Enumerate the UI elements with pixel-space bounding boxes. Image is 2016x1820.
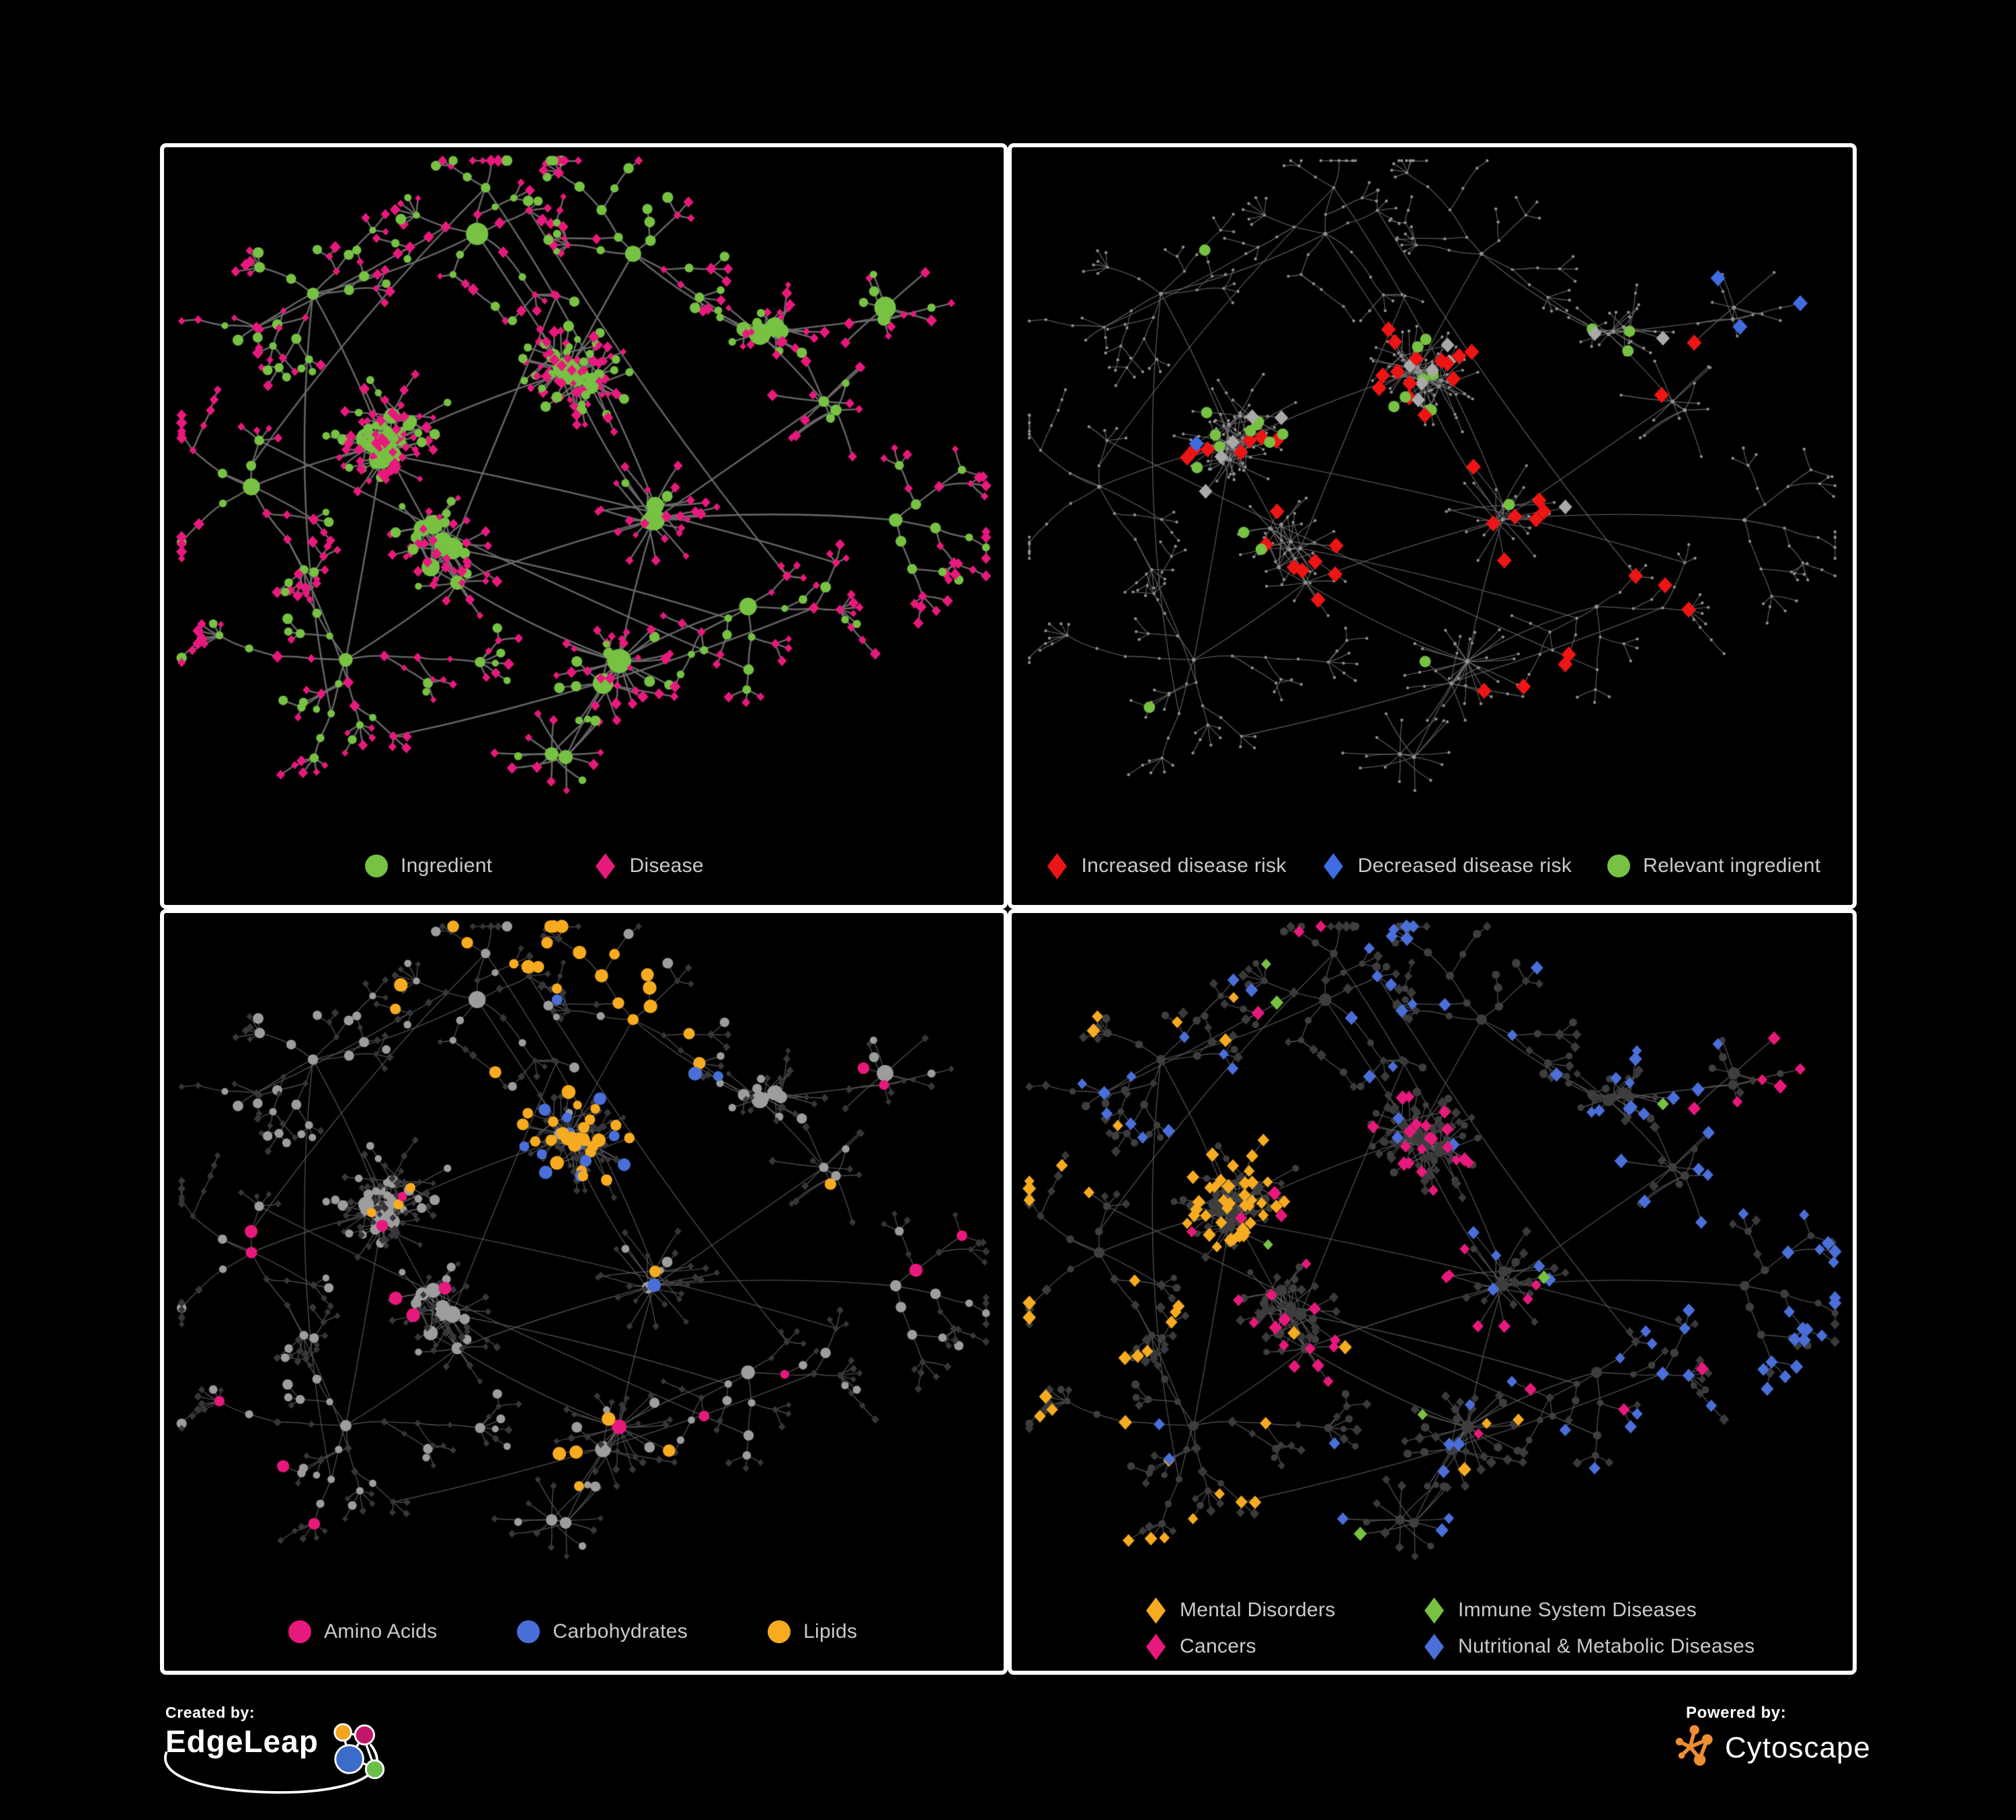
cytoscape-wordmark: Cytoscape — [1725, 1731, 1871, 1764]
nutritional-metabolic-diamond-icon — [1420, 1633, 1447, 1660]
legend-label: Lipids — [803, 1620, 858, 1643]
panel-disease-categories: Mental Disorders Immune System Diseases … — [1008, 909, 1857, 1675]
edgeleap-wordmark: EdgeLeap — [165, 1724, 319, 1759]
legend-label: Disease — [629, 855, 704, 877]
legend-item-decreased-risk: Decreased disease risk — [1320, 853, 1572, 879]
cytoscape-credit: Powered by: Cytoscape — [1675, 1704, 1871, 1772]
disease-diamond-icon — [592, 853, 618, 879]
network-canvas-ingredient-disease — [164, 147, 1004, 826]
legend-label: Decreased disease risk — [1357, 855, 1572, 877]
created-by-label: Created by: — [165, 1704, 255, 1721]
legend-label: Cancers — [1180, 1635, 1256, 1657]
legend-disease-categories: Mental Disorders Immune System Diseases … — [1142, 1597, 1755, 1660]
decreased-risk-diamond-icon — [1320, 853, 1347, 879]
legend-item-cancers: Cancers — [1142, 1633, 1420, 1660]
amino-acids-circle-icon — [286, 1618, 313, 1645]
panel-ingredient-disease: Ingredient Disease — [160, 143, 1008, 909]
legend-label: Relevant ingredient — [1643, 855, 1821, 877]
edgeleap-logo-icon — [163, 1723, 385, 1794]
relevant-ingredient-circle-icon — [1605, 853, 1632, 879]
cytoscape-logo-icon — [1675, 1725, 1713, 1766]
legend-item-amino-acids: Amino Acids — [286, 1618, 437, 1645]
powered-by-label: Powered by: — [1686, 1704, 1787, 1722]
increased-risk-diamond-icon — [1044, 853, 1071, 879]
legend-item-mental-disorders: Mental Disorders — [1142, 1597, 1420, 1624]
legend-item-disease: Disease — [592, 853, 704, 879]
panel-disease-risk: Increased disease risk Decreased disease… — [1008, 143, 1857, 909]
legend-ingredient-disease: Ingredient Disease — [363, 853, 704, 879]
legend-ingredient-classes: Amino Acids Carbohydrates Lipids — [286, 1618, 857, 1645]
network-canvas-disease-risk — [1012, 147, 1853, 826]
carbohydrates-circle-icon — [515, 1618, 542, 1645]
legend-label: Increased disease risk — [1081, 855, 1287, 877]
legend-item-nutritional-metabolic-diseases: Nutritional & Metabolic Diseases — [1420, 1633, 1755, 1660]
legend-item-immune-system-diseases: Immune System Diseases — [1420, 1597, 1755, 1624]
cancers-diamond-icon — [1142, 1633, 1169, 1660]
legend-label: Immune System Diseases — [1458, 1599, 1697, 1621]
panel-ingredient-classes: Amino Acids Carbohydrates Lipids — [160, 909, 1008, 1675]
network-canvas-disease-categories — [1012, 913, 1853, 1592]
legend-item-ingredient: Ingredient — [363, 853, 492, 879]
legend-label: Carbohydrates — [553, 1620, 688, 1643]
legend-disease-risk: Increased disease risk Decreased disease… — [1012, 853, 1853, 879]
legend-item-carbohydrates: Carbohydrates — [515, 1618, 688, 1645]
legend-item-lipids: Lipids — [766, 1618, 857, 1645]
legend-label: Ingredient — [401, 855, 493, 877]
ingredient-circle-icon — [363, 853, 390, 879]
mental-disorders-diamond-icon — [1142, 1597, 1169, 1624]
legend-label: Amino Acids — [324, 1620, 438, 1643]
network-canvas-ingredient-classes — [164, 913, 1004, 1592]
legend-item-increased-risk: Increased disease risk — [1044, 853, 1287, 879]
immune-diseases-diamond-icon — [1420, 1597, 1447, 1624]
legend-label: Mental Disorders — [1180, 1599, 1336, 1621]
lipids-circle-icon — [766, 1618, 793, 1645]
edgeleap-credit: Created by: EdgeLeap — [163, 1704, 391, 1794]
legend-item-relevant-ingredient: Relevant ingredient — [1605, 853, 1820, 879]
legend-label: Nutritional & Metabolic Diseases — [1458, 1635, 1755, 1657]
